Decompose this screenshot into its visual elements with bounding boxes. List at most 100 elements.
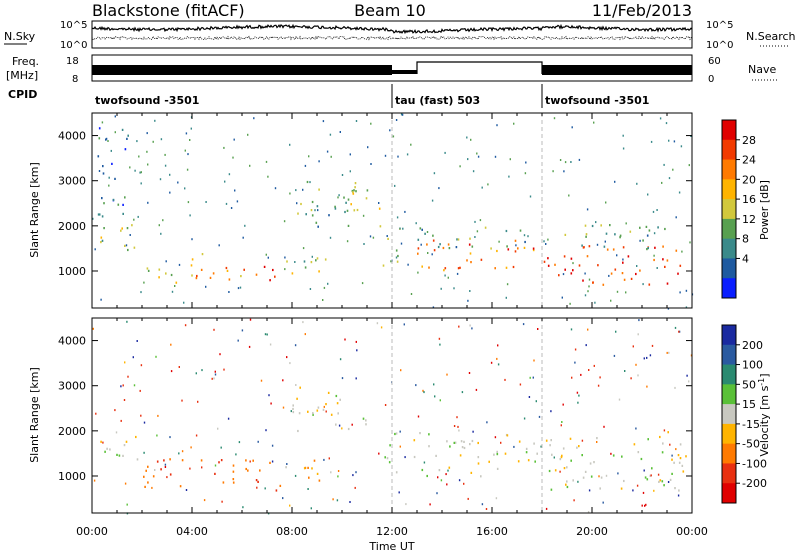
heatmap-cell bbox=[255, 273, 258, 276]
noise-lines bbox=[91, 23, 693, 41]
heatmap-cell bbox=[237, 287, 240, 290]
heatmap-cell bbox=[105, 137, 108, 140]
heatmap-cell bbox=[285, 466, 287, 469]
heatmap-cell bbox=[197, 400, 199, 403]
heatmap-cell bbox=[543, 240, 545, 243]
heatmap-cell bbox=[344, 210, 346, 214]
noise-tick-right-bottom: 10^0 bbox=[706, 40, 733, 51]
heatmap-cell bbox=[495, 497, 498, 500]
heatmap-cell bbox=[349, 170, 351, 173]
heatmap-cell bbox=[629, 230, 632, 233]
colorbar-swatch bbox=[722, 179, 736, 200]
heatmap-cell bbox=[613, 354, 616, 357]
heatmap-cell bbox=[121, 128, 124, 131]
heatmap-cell bbox=[651, 344, 654, 347]
nave-tick-top: 60 bbox=[708, 56, 721, 67]
heatmap-cell bbox=[592, 281, 594, 284]
heatmap-cell bbox=[169, 191, 171, 194]
heatmap-cell bbox=[577, 480, 579, 483]
heatmap-cell bbox=[581, 439, 584, 442]
heatmap-cell bbox=[469, 237, 471, 240]
heatmap-cell bbox=[459, 454, 462, 457]
heatmap-cell bbox=[554, 469, 557, 472]
heatmap-cell bbox=[645, 225, 648, 228]
heatmap-cell bbox=[645, 503, 647, 506]
heatmap-cell bbox=[124, 244, 126, 247]
heatmap-cell bbox=[637, 374, 639, 377]
colorbar-tick-label: 15 bbox=[742, 398, 756, 411]
heatmap-cell bbox=[550, 410, 552, 413]
heatmap-cell bbox=[387, 237, 389, 240]
heatmap-cell bbox=[461, 446, 464, 449]
heatmap-cell bbox=[477, 456, 480, 459]
heatmap-cell bbox=[92, 327, 94, 330]
heatmap-cell bbox=[686, 374, 688, 377]
heatmap-cell bbox=[146, 267, 149, 270]
heatmap-cell bbox=[224, 180, 226, 183]
heatmap-cell bbox=[440, 287, 442, 290]
heatmap-cell bbox=[549, 444, 551, 447]
heatmap-cell bbox=[582, 476, 585, 479]
heatmap-cell bbox=[661, 181, 663, 184]
heatmap-cell bbox=[160, 232, 162, 235]
heatmap-cell bbox=[272, 268, 274, 272]
heatmap-cell bbox=[181, 459, 184, 462]
heatmap-cell bbox=[650, 474, 652, 477]
heatmap-cell bbox=[675, 448, 677, 451]
heatmap-cell bbox=[184, 149, 186, 152]
heatmap-cell bbox=[139, 389, 141, 392]
heatmap-cell bbox=[284, 256, 286, 259]
heatmap-cell bbox=[351, 423, 353, 426]
heatmap-cell bbox=[523, 417, 526, 420]
heatmap-cell bbox=[616, 290, 619, 293]
heatmap-cell bbox=[622, 246, 625, 249]
heatmap-cell bbox=[363, 243, 365, 245]
colorbar-tick-label: 12 bbox=[742, 213, 756, 226]
heatmap-cell bbox=[678, 461, 681, 464]
heatmap-cell bbox=[535, 400, 537, 403]
heatmap-cell bbox=[138, 155, 140, 158]
heatmap-cell bbox=[205, 201, 207, 203]
heatmap-cell bbox=[625, 222, 627, 225]
cpid-segment-label: twofsound -3501 bbox=[95, 94, 199, 107]
heatmap-cell bbox=[685, 289, 688, 292]
heatmap-cell bbox=[545, 243, 547, 245]
heatmap-cell bbox=[318, 188, 320, 191]
power-ylabel: Slant Range [km] bbox=[28, 162, 41, 258]
heatmap-cell bbox=[656, 267, 658, 269]
heatmap-cell bbox=[682, 470, 685, 473]
heatmap-cell bbox=[133, 384, 136, 387]
heatmap-cell bbox=[429, 503, 431, 506]
heatmap-cell bbox=[335, 423, 337, 426]
heatmap-cell bbox=[497, 363, 500, 366]
heatmap-cell bbox=[127, 134, 129, 137]
heatmap-cell bbox=[347, 198, 350, 201]
heatmap-cell bbox=[253, 117, 255, 120]
heatmap-cell bbox=[496, 450, 498, 453]
heatmap-cell bbox=[642, 283, 644, 286]
heatmap-cell bbox=[517, 247, 519, 250]
heatmap-cell bbox=[591, 224, 594, 228]
heatmap-cell bbox=[369, 235, 372, 238]
heatmap-cell bbox=[232, 478, 235, 481]
heatmap-cell bbox=[156, 434, 158, 437]
heatmap-cell bbox=[147, 481, 149, 484]
heatmap-cell bbox=[685, 455, 687, 458]
heatmap-cell bbox=[586, 255, 589, 258]
heatmap-cell bbox=[196, 274, 198, 278]
heatmap-cell bbox=[171, 290, 174, 293]
heatmap-cell bbox=[292, 411, 295, 414]
heatmap-cell bbox=[220, 446, 222, 449]
heatmap-cell bbox=[300, 202, 302, 206]
heatmap-cell bbox=[154, 469, 156, 471]
heatmap-cell bbox=[404, 210, 406, 213]
heatmap-cell bbox=[553, 117, 556, 120]
heatmap-cell bbox=[109, 448, 111, 451]
heatmap-cell bbox=[646, 478, 649, 481]
heatmap-cell bbox=[263, 265, 266, 268]
xtick-label: 00:00 bbox=[76, 525, 108, 538]
heatmap-cell bbox=[370, 163, 372, 165]
heatmap-cell bbox=[537, 328, 539, 330]
heatmap-cell bbox=[228, 278, 231, 281]
heatmap-cell bbox=[356, 349, 358, 352]
